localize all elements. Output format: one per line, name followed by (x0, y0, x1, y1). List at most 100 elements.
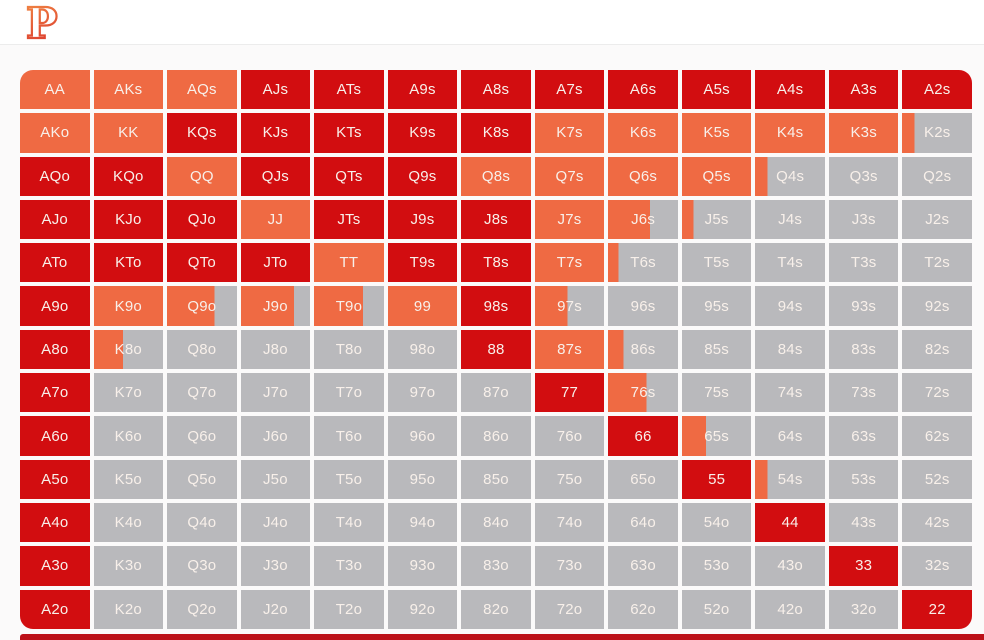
hand-cell-K3o[interactable]: K3o (93, 546, 164, 586)
hand-cell-K8o[interactable]: K8o (93, 329, 164, 370)
hand-cell-A7s[interactable]: A7s (534, 70, 605, 110)
hand-cell-A6s[interactable]: A6s (608, 70, 678, 110)
hand-cell-T3s[interactable]: T3s (828, 243, 899, 283)
hand-cell-22[interactable]: 22 (902, 589, 972, 629)
hand-cell-A8o[interactable]: A8o (20, 329, 90, 370)
hand-cell-JJ[interactable]: JJ (240, 199, 311, 240)
hand-cell-J7o[interactable]: J7o (240, 373, 311, 413)
hand-cell-A9s[interactable]: A9s (387, 70, 458, 110)
hand-cell-65o[interactable]: 65o (608, 459, 678, 499)
hand-cell-63o[interactable]: 63o (608, 546, 678, 586)
hand-cell-93s[interactable]: 93s (828, 286, 899, 326)
hand-cell-64s[interactable]: 64s (755, 416, 825, 456)
hand-cell-K5o[interactable]: K5o (93, 459, 164, 499)
hand-cell-JTs[interactable]: JTs (314, 199, 384, 240)
hand-cell-Q5o[interactable]: Q5o (167, 459, 237, 499)
hand-cell-JTo[interactable]: JTo (240, 243, 311, 283)
hand-cell-77[interactable]: 77 (534, 373, 605, 413)
hand-cell-75s[interactable]: 75s (681, 373, 752, 413)
hand-cell-A2o[interactable]: A2o (20, 589, 90, 629)
hand-cell-97s[interactable]: 97s (534, 286, 605, 326)
hand-cell-T5s[interactable]: T5s (681, 243, 752, 283)
hand-cell-K6o[interactable]: K6o (93, 416, 164, 456)
hand-cell-42s[interactable]: 42s (902, 502, 972, 543)
hand-cell-87o[interactable]: 87o (461, 373, 531, 413)
hand-cell-94o[interactable]: 94o (387, 502, 458, 543)
hand-cell-K9o[interactable]: K9o (93, 286, 164, 326)
hand-cell-T4s[interactable]: T4s (755, 243, 825, 283)
hand-cell-TT[interactable]: TT (314, 243, 384, 283)
hand-cell-KTs[interactable]: KTs (314, 113, 384, 153)
hand-cell-K7o[interactable]: K7o (93, 373, 164, 413)
hand-cell-AA[interactable]: AA (20, 70, 90, 110)
hand-cell-52o[interactable]: 52o (681, 589, 752, 629)
hand-cell-J3s[interactable]: J3s (828, 199, 899, 240)
hand-cell-KTo[interactable]: KTo (93, 243, 164, 283)
hand-cell-K8s[interactable]: K8s (461, 113, 531, 153)
hand-cell-53s[interactable]: 53s (828, 459, 899, 499)
hand-cell-K7s[interactable]: K7s (534, 113, 605, 153)
hand-cell-A8s[interactable]: A8s (461, 70, 531, 110)
hand-cell-72s[interactable]: 72s (902, 373, 972, 413)
hand-cell-Q4o[interactable]: Q4o (167, 502, 237, 543)
hand-cell-J6o[interactable]: J6o (240, 416, 311, 456)
hand-cell-T8s[interactable]: T8s (461, 243, 531, 283)
hand-cell-K2s[interactable]: K2s (902, 113, 972, 153)
hand-cell-44[interactable]: 44 (755, 502, 825, 543)
hand-cell-AJo[interactable]: AJo (20, 199, 90, 240)
hand-cell-76s[interactable]: 76s (608, 373, 678, 413)
hand-cell-Q4s[interactable]: Q4s (755, 156, 825, 196)
hand-cell-72o[interactable]: 72o (534, 589, 605, 629)
hand-cell-J4o[interactable]: J4o (240, 502, 311, 543)
hand-cell-J8s[interactable]: J8s (461, 199, 531, 240)
hand-cell-A5o[interactable]: A5o (20, 459, 90, 499)
hand-cell-65s[interactable]: 65s (681, 416, 752, 456)
hand-cell-93o[interactable]: 93o (387, 546, 458, 586)
hand-cell-83o[interactable]: 83o (461, 546, 531, 586)
hand-cell-96o[interactable]: 96o (387, 416, 458, 456)
hand-cell-T2s[interactable]: T2s (902, 243, 972, 283)
hand-cell-J3o[interactable]: J3o (240, 546, 311, 586)
hand-cell-Q8o[interactable]: Q8o (167, 329, 237, 370)
hand-cell-97o[interactable]: 97o (387, 373, 458, 413)
hand-cell-82o[interactable]: 82o (461, 589, 531, 629)
hand-cell-Q3o[interactable]: Q3o (167, 546, 237, 586)
hand-cell-54o[interactable]: 54o (681, 502, 752, 543)
hand-cell-T8o[interactable]: T8o (314, 329, 384, 370)
hand-cell-55[interactable]: 55 (681, 459, 752, 499)
hand-cell-73s[interactable]: 73s (828, 373, 899, 413)
hand-cell-J6s[interactable]: J6s (608, 199, 678, 240)
hand-cell-T5o[interactable]: T5o (314, 459, 384, 499)
hand-cell-T7s[interactable]: T7s (534, 243, 605, 283)
hand-cell-K5s[interactable]: K5s (681, 113, 752, 153)
hand-cell-A3o[interactable]: A3o (20, 546, 90, 586)
hand-cell-83s[interactable]: 83s (828, 329, 899, 370)
hand-cell-K9s[interactable]: K9s (387, 113, 458, 153)
hand-cell-99[interactable]: 99 (387, 286, 458, 326)
hand-cell-J2o[interactable]: J2o (240, 589, 311, 629)
hand-cell-K4o[interactable]: K4o (93, 502, 164, 543)
hand-cell-J2s[interactable]: J2s (902, 199, 972, 240)
hand-cell-32s[interactable]: 32s (902, 546, 972, 586)
hand-cell-95o[interactable]: 95o (387, 459, 458, 499)
hand-cell-84o[interactable]: 84o (461, 502, 531, 543)
hand-cell-95s[interactable]: 95s (681, 286, 752, 326)
hand-cell-T3o[interactable]: T3o (314, 546, 384, 586)
hand-cell-Q8s[interactable]: Q8s (461, 156, 531, 196)
brand-logo[interactable]: P (23, 0, 61, 49)
hand-cell-AQs[interactable]: AQs (167, 70, 237, 110)
hand-cell-98o[interactable]: 98o (387, 329, 458, 370)
hand-cell-K4s[interactable]: K4s (755, 113, 825, 153)
hand-cell-A6o[interactable]: A6o (20, 416, 90, 456)
hand-cell-QTo[interactable]: QTo (167, 243, 237, 283)
hand-cell-62s[interactable]: 62s (902, 416, 972, 456)
hand-cell-92o[interactable]: 92o (387, 589, 458, 629)
hand-cell-QJo[interactable]: QJo (167, 199, 237, 240)
hand-cell-T9s[interactable]: T9s (387, 243, 458, 283)
hand-cell-96s[interactable]: 96s (608, 286, 678, 326)
hand-cell-A4o[interactable]: A4o (20, 502, 90, 543)
hand-cell-A5s[interactable]: A5s (681, 70, 752, 110)
hand-cell-98s[interactable]: 98s (461, 286, 531, 326)
hand-cell-QJs[interactable]: QJs (240, 156, 311, 196)
hand-cell-A9o[interactable]: A9o (20, 286, 90, 326)
